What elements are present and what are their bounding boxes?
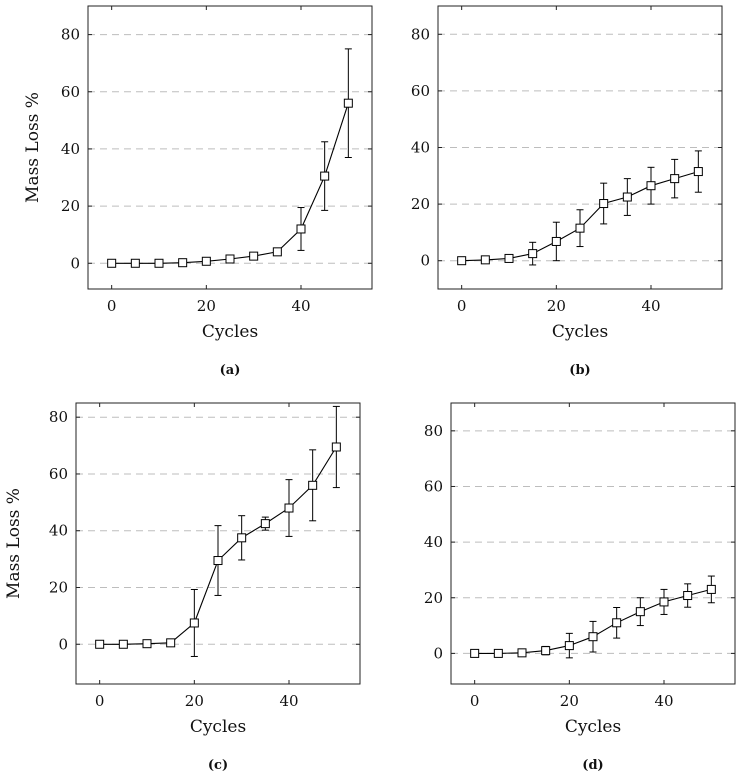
- y-tick-label: 0: [420, 252, 430, 270]
- data-point-marker: [273, 248, 281, 256]
- data-point-marker: [565, 642, 573, 650]
- y-tick-label: 40: [49, 522, 68, 540]
- y-tick-label: 80: [424, 422, 443, 440]
- data-point-marker: [600, 200, 608, 208]
- x-tick-label: 20: [185, 692, 204, 710]
- x-tick-label: 0: [470, 692, 480, 710]
- panel-caption: (c): [208, 758, 228, 773]
- data-point-marker: [143, 640, 151, 648]
- data-point-marker: [332, 443, 340, 451]
- y-tick-label: 40: [424, 533, 443, 551]
- data-point-marker: [190, 619, 198, 627]
- data-point-marker: [321, 172, 329, 180]
- panel-caption: (b): [569, 363, 590, 378]
- data-point-marker: [481, 256, 489, 264]
- data-point-marker: [636, 608, 644, 616]
- data-point-marker: [96, 640, 104, 648]
- y-tick-label: 80: [411, 25, 430, 43]
- y-tick-label: 0: [70, 254, 80, 272]
- y-tick-label: 80: [61, 26, 80, 44]
- data-point-marker: [660, 598, 668, 606]
- x-tick-label: 40: [279, 692, 298, 710]
- data-point-marker: [344, 99, 352, 107]
- y-tick-label: 20: [49, 578, 68, 596]
- x-tick-label: 40: [291, 297, 310, 315]
- x-tick-label: 0: [95, 692, 105, 710]
- data-point-marker: [707, 585, 715, 593]
- data-point-marker: [261, 520, 269, 528]
- chart-panel-d: 0 20 40 60 80 0 20 40 Cycles (d): [424, 403, 735, 773]
- data-point-marker: [552, 237, 560, 245]
- data-point-marker: [542, 647, 550, 655]
- data-point-marker: [297, 225, 305, 233]
- y-tick-label: 40: [61, 140, 80, 158]
- data-point-marker: [238, 534, 246, 542]
- y-tick-label: 20: [411, 195, 430, 213]
- x-axis-title: Cycles: [552, 322, 608, 342]
- data-point-marker: [576, 224, 584, 232]
- data-point-marker: [108, 259, 116, 267]
- y-tick-label: 20: [61, 197, 80, 215]
- panel-caption: (a): [220, 363, 241, 378]
- data-point-marker: [518, 649, 526, 657]
- y-axis-title: Mass Loss %: [23, 92, 43, 203]
- data-point-marker: [179, 259, 187, 267]
- data-point-marker: [214, 557, 222, 565]
- data-point-marker: [155, 259, 163, 267]
- x-tick-label: 20: [560, 692, 579, 710]
- data-point-marker: [119, 640, 127, 648]
- plot-frame: [88, 6, 372, 289]
- series-line: [112, 103, 349, 263]
- figure-canvas: 0 20 40 60 80 0 20 40 Cycles Mass Loss % (a) 0 20 40 6…: [0, 0, 741, 776]
- data-point-marker: [250, 252, 258, 260]
- x-tick-label: 20: [197, 297, 216, 315]
- data-point-marker: [694, 168, 702, 176]
- data-point-marker: [226, 255, 234, 263]
- x-axis-title: Cycles: [202, 322, 258, 342]
- y-tick-label: 40: [411, 139, 430, 157]
- data-point-marker: [309, 481, 317, 489]
- chart-panel-a: 0 20 40 60 80 0 20 40 Cycles Mass Loss % (a): [23, 6, 372, 378]
- x-axis-title: Cycles: [190, 717, 246, 737]
- data-point-marker: [529, 250, 537, 258]
- x-axis-title: Cycles: [565, 717, 621, 737]
- x-tick-label: 0: [457, 297, 467, 315]
- y-axis-title: Mass Loss %: [4, 488, 24, 599]
- data-point-marker: [471, 649, 479, 657]
- data-point-marker: [613, 619, 621, 627]
- data-point-marker: [202, 257, 210, 265]
- data-point-marker: [647, 182, 655, 190]
- data-point-marker: [505, 254, 513, 262]
- chart-panel-c: 0 20 40 60 80 0 20 40 Cycles Mass Loss % (c): [4, 403, 360, 773]
- data-point-marker: [623, 193, 631, 201]
- data-point-marker: [684, 592, 692, 600]
- y-tick-label: 60: [61, 83, 80, 101]
- y-tick-label: 60: [411, 82, 430, 100]
- data-point-marker: [131, 259, 139, 267]
- data-point-marker: [167, 639, 175, 647]
- data-point-marker: [285, 504, 293, 512]
- y-tick-label: 80: [49, 408, 68, 426]
- data-point-marker: [671, 175, 679, 183]
- chart-panel-b: 0 20 40 60 80 0 20 40 Cycles (b): [411, 6, 722, 378]
- x-tick-label: 40: [654, 692, 673, 710]
- y-tick-label: 0: [58, 635, 68, 653]
- x-tick-label: 40: [641, 297, 660, 315]
- y-tick-label: 60: [424, 477, 443, 495]
- x-tick-label: 0: [107, 297, 117, 315]
- data-point-marker: [494, 649, 502, 657]
- y-tick-label: 60: [49, 465, 68, 483]
- data-point-marker: [589, 633, 597, 641]
- x-tick-label: 20: [547, 297, 566, 315]
- data-point-marker: [458, 257, 466, 265]
- panel-caption: (d): [582, 758, 603, 773]
- y-tick-label: 0: [433, 644, 443, 662]
- y-tick-label: 20: [424, 589, 443, 607]
